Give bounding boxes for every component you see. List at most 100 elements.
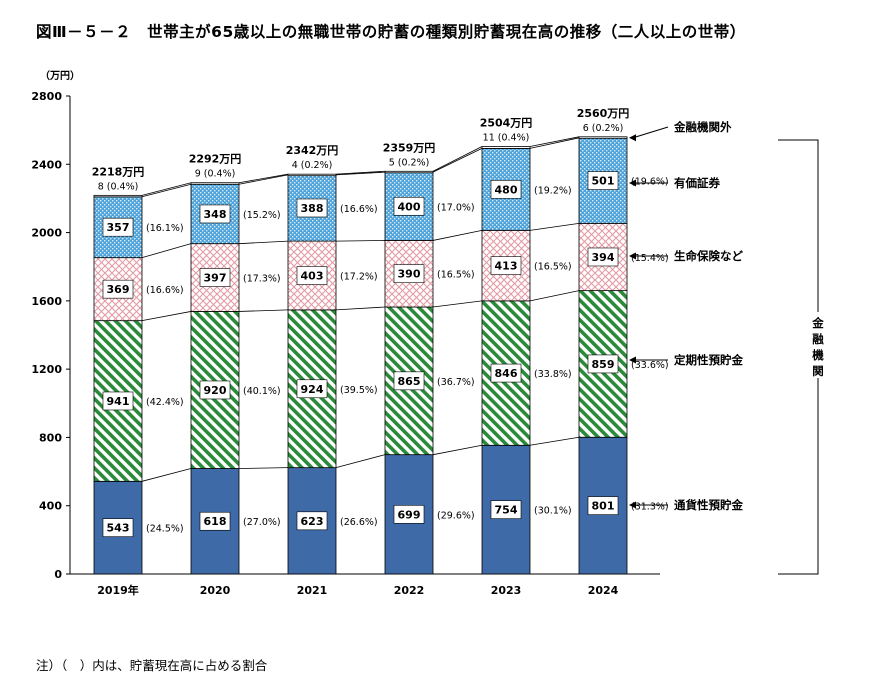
x-tick-label: 2022: [394, 584, 425, 597]
value-label: 941: [107, 395, 130, 408]
value-label: 397: [204, 272, 227, 285]
legend-label-2: 生命保険など: [674, 249, 743, 263]
connector-line: [141, 311, 192, 322]
connector-line: [238, 240, 289, 245]
pct-label: (16.5%): [437, 270, 475, 281]
pct-label: (15.2%): [243, 210, 281, 221]
value-box: [587, 354, 619, 374]
y-tick-label: 400: [39, 500, 62, 513]
value-label: 754: [495, 504, 518, 517]
connector-line: [335, 171, 386, 176]
value-label: 400: [398, 200, 421, 213]
legend-arrowhead: [629, 501, 636, 509]
connector-line: [432, 300, 483, 308]
value-label: 369: [107, 283, 130, 296]
value-box: [393, 505, 425, 524]
connector-line: [141, 243, 192, 259]
value-label: 480: [495, 183, 518, 196]
value-box: [102, 391, 134, 411]
pct-label: (27.0%): [243, 517, 281, 528]
bar-segment-3: [287, 174, 337, 242]
pct-label: (15.4%): [631, 253, 669, 264]
pct-label: (40.1%): [243, 386, 281, 397]
value-label: 394: [592, 251, 615, 264]
pct-label: (24.5%): [146, 524, 184, 535]
pct-label: (39.5%): [340, 385, 378, 396]
pct-label: (33.8%): [534, 369, 572, 380]
value-label: 390: [398, 268, 421, 281]
connector-line: [238, 173, 289, 184]
y-tick-label: 1600: [31, 295, 62, 308]
bracket-label-char: 融: [812, 332, 824, 346]
connector-line: [238, 174, 289, 185]
bar-segment-4: [190, 182, 240, 185]
value-box: [587, 496, 619, 515]
y-tick-label: 1200: [31, 363, 62, 376]
bar-segment-4: [287, 173, 337, 177]
x-tick-label: 2023: [491, 584, 522, 597]
value-box: [199, 380, 231, 400]
value-box: [393, 264, 425, 284]
y-tick-label: 0: [54, 568, 62, 581]
value-box: [490, 363, 522, 383]
footnote: 注）（ ）内は、貯蓄現在高に占める割合: [36, 658, 268, 673]
pct-label: (19.2%): [534, 185, 572, 196]
connector-line: [238, 467, 289, 469]
total-label: 2342万円: [286, 144, 339, 157]
connector-line: [335, 170, 386, 175]
connector-line: [335, 454, 386, 469]
legend-label-0: 通貨性預貯金: [674, 498, 743, 512]
connector-line: [432, 444, 483, 456]
connector-line: [529, 222, 580, 231]
small-value-label: 8 (0.4%): [98, 181, 139, 192]
connector-line: [141, 468, 192, 482]
pct-label: (16.6%): [146, 285, 184, 296]
value-box: [490, 500, 522, 519]
value-label: 924: [301, 383, 324, 396]
small-value-label: 5 (0.2%): [389, 157, 430, 168]
connector-line: [141, 182, 192, 196]
connector-line: [529, 137, 580, 149]
connector-line: [141, 183, 192, 198]
value-label: 413: [495, 260, 518, 273]
connector-line: [432, 148, 483, 173]
value-box: [587, 247, 619, 267]
value-box: [490, 180, 522, 199]
bar-segment-4: [578, 136, 628, 139]
total-label: 2292万円: [189, 153, 242, 166]
value-label: 699: [398, 508, 421, 521]
connector-line: [335, 306, 386, 311]
connector-line: [335, 240, 386, 242]
bar-segment-4: [481, 146, 531, 149]
value-label: 859: [592, 358, 615, 371]
value-label: 801: [592, 500, 615, 513]
value-box: [199, 268, 231, 287]
pct-label: (17.3%): [243, 274, 281, 285]
connector-line: [238, 309, 289, 312]
value-label: 865: [398, 375, 421, 388]
chart-title: 図Ⅲ－５－２ 世帯主が65歳以上の無職世帯の貯蓄の種類別貯蓄現在高の推移（二人以…: [36, 23, 746, 41]
bar-segment-4: [384, 170, 434, 174]
small-value-label: 6 (0.2%): [583, 123, 624, 134]
small-value-label: 9 (0.4%): [195, 169, 236, 180]
legend-label-3: 有価証券: [674, 176, 720, 190]
value-box: [199, 511, 231, 531]
value-label: 543: [107, 522, 130, 535]
total-label: 2359万円: [383, 141, 436, 154]
y-tick-label: 2000: [31, 227, 62, 240]
total-label: 2560万円: [577, 107, 630, 120]
bracket-label-char: 金: [811, 316, 824, 330]
pct-label: (33.6%): [631, 360, 669, 371]
bracket-label-char: 関: [812, 364, 824, 378]
pct-label: (29.6%): [437, 510, 475, 521]
legend-label-4: 金融機関外: [673, 120, 732, 134]
bracket-label-bg: [810, 312, 826, 378]
total-label: 2218万円: [92, 165, 145, 178]
value-box: [199, 204, 231, 224]
legend-label-1: 定期性預貯金: [674, 353, 743, 367]
x-tick-label: 2024: [588, 584, 619, 597]
legend-arrowhead: [629, 179, 636, 187]
connector-line: [529, 290, 580, 302]
y-tick-label: 800: [39, 431, 62, 444]
value-box: [587, 171, 619, 190]
